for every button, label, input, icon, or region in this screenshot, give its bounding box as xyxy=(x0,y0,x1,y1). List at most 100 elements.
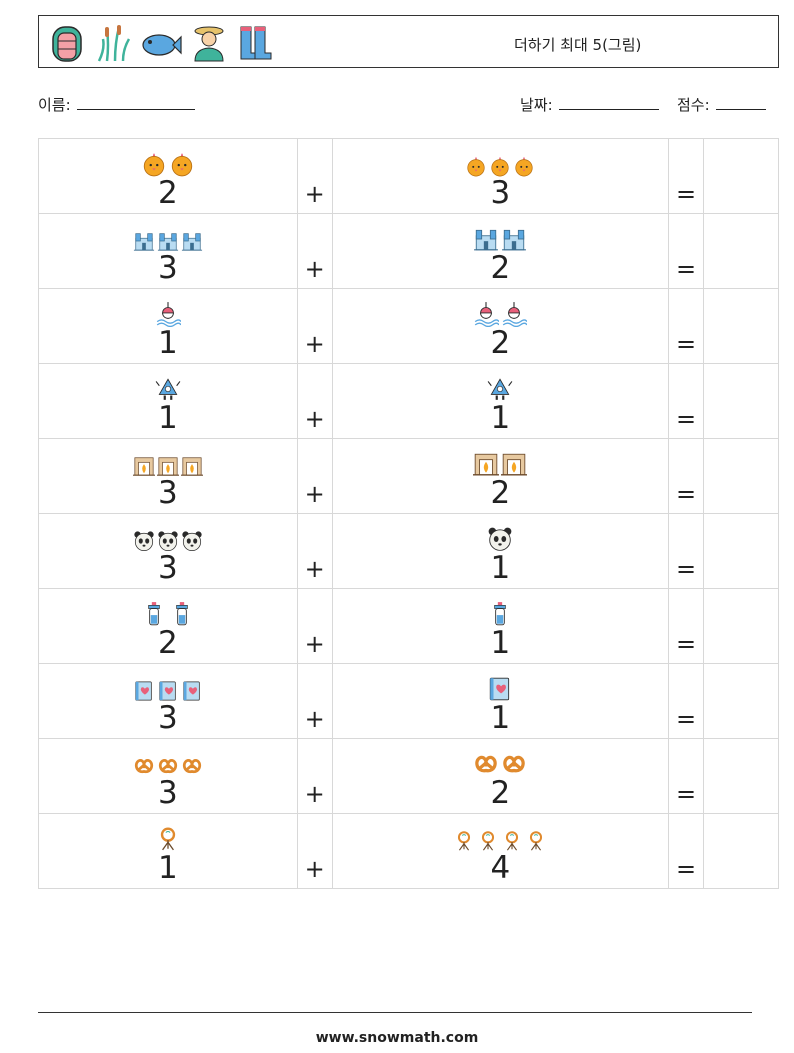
answer-cell[interactable] xyxy=(703,288,779,364)
answer-cell[interactable] xyxy=(703,738,779,814)
plus-cell: + xyxy=(296,438,333,514)
plus-cell: + xyxy=(296,213,333,289)
heart-book-icon xyxy=(487,676,513,706)
answer-cell[interactable] xyxy=(703,588,779,664)
left-picture-group xyxy=(39,826,297,856)
left-operand-number: 3 xyxy=(157,550,178,586)
plus-sign: + xyxy=(304,705,325,733)
fireplace-icon xyxy=(180,455,203,481)
answer-cell[interactable] xyxy=(703,213,779,289)
left-operand-number: 2 xyxy=(157,625,178,661)
plus-sign: + xyxy=(304,855,325,883)
plus-sign: + xyxy=(304,330,325,358)
answer-cell[interactable] xyxy=(703,363,779,439)
equals-cell: = xyxy=(668,438,705,514)
right-operand-cell: 3 xyxy=(331,138,670,214)
equals-cell: = xyxy=(668,363,705,439)
left-picture-group xyxy=(39,451,297,481)
answer-cell[interactable] xyxy=(703,663,779,739)
reeds-icon xyxy=(93,21,133,63)
equals-sign: = xyxy=(676,705,697,733)
left-picture-group xyxy=(39,676,297,706)
equals-cell: = xyxy=(668,738,705,814)
right-operand-number: 2 xyxy=(490,325,511,361)
right-operand-number: 1 xyxy=(490,400,511,436)
equals-cell: = xyxy=(668,288,705,364)
baby-bottle-icon xyxy=(487,601,513,631)
right-operand-cell: 1 xyxy=(331,663,670,739)
answer-cell[interactable] xyxy=(703,138,779,214)
fireplace-icon xyxy=(473,451,500,481)
fireplace-icon xyxy=(132,455,155,481)
wreath-stand-icon xyxy=(501,830,523,856)
right-operand-cell: 2 xyxy=(331,438,670,514)
problem-row: 1 +1 = xyxy=(38,363,779,439)
panda-icon xyxy=(133,530,155,556)
plus-cell: + xyxy=(296,588,333,664)
left-operand-cell: 2 xyxy=(38,138,298,214)
fishing-bobber-icon xyxy=(155,301,182,331)
heart-book-icon xyxy=(157,680,179,706)
problem-row: 1 +2 = xyxy=(38,288,779,364)
answer-cell[interactable] xyxy=(703,513,779,589)
panda-icon xyxy=(487,526,513,556)
left-operand-cell: 2 xyxy=(38,588,298,664)
name-label: 이름: xyxy=(38,96,71,114)
castle-icon xyxy=(473,226,499,256)
baby-bottle-icon xyxy=(141,601,167,631)
answer-cell[interactable] xyxy=(703,813,779,889)
castle-icon xyxy=(133,230,155,256)
chick-icon xyxy=(141,151,167,181)
left-operand-cell: 3 xyxy=(38,438,298,514)
fireplace-icon xyxy=(501,451,528,481)
equals-sign: = xyxy=(676,330,697,358)
equals-sign: = xyxy=(676,630,697,658)
chick-icon xyxy=(169,151,195,181)
plus-sign: + xyxy=(304,630,325,658)
answer-cell[interactable] xyxy=(703,438,779,514)
pretzel-icon xyxy=(157,755,179,781)
pretzel-icon xyxy=(133,755,155,781)
right-operand-number: 2 xyxy=(490,775,511,811)
header-icon-strip xyxy=(47,20,275,64)
score-blank[interactable] xyxy=(715,96,766,110)
right-picture-group xyxy=(333,301,669,331)
right-picture-group xyxy=(333,601,669,631)
left-operand-cell: 3 xyxy=(38,213,298,289)
problem-row: 3 +2 = xyxy=(38,213,779,289)
right-operand-number: 2 xyxy=(490,475,511,511)
plus-cell: + xyxy=(296,738,333,814)
date-blank[interactable] xyxy=(558,96,659,110)
left-operand-number: 1 xyxy=(157,400,178,436)
plus-sign: + xyxy=(304,255,325,283)
right-operand-number: 1 xyxy=(490,550,511,586)
plus-sign: + xyxy=(304,405,325,433)
problem-row: 3 +1 = xyxy=(38,663,779,739)
equals-cell: = xyxy=(668,138,705,214)
right-operand-cell: 1 xyxy=(331,588,670,664)
left-operand-cell: 3 xyxy=(38,738,298,814)
wreath-stand-icon xyxy=(155,826,181,856)
robot-icon xyxy=(487,376,513,406)
footer-website: www.snowmath.com xyxy=(315,1030,479,1046)
name-blank[interactable] xyxy=(76,96,195,110)
raft-icon xyxy=(47,21,87,63)
score-label: 점수: xyxy=(677,96,710,114)
right-operand-number: 4 xyxy=(490,850,511,886)
robot-icon xyxy=(155,376,181,406)
equals-cell: = xyxy=(668,663,705,739)
plus-cell: + xyxy=(296,513,333,589)
castle-icon xyxy=(181,230,203,256)
left-picture-group xyxy=(39,301,297,331)
plus-sign: + xyxy=(304,555,325,583)
plus-cell: + xyxy=(296,813,333,889)
equals-sign: = xyxy=(676,180,697,208)
castle-icon xyxy=(501,226,527,256)
problem-row: 3 +1 = xyxy=(38,513,779,589)
equals-sign: = xyxy=(676,555,697,583)
equals-cell: = xyxy=(668,813,705,889)
right-picture-group xyxy=(333,451,669,481)
left-operand-number: 3 xyxy=(157,250,178,286)
right-picture-group xyxy=(333,826,669,856)
plus-cell: + xyxy=(296,663,333,739)
